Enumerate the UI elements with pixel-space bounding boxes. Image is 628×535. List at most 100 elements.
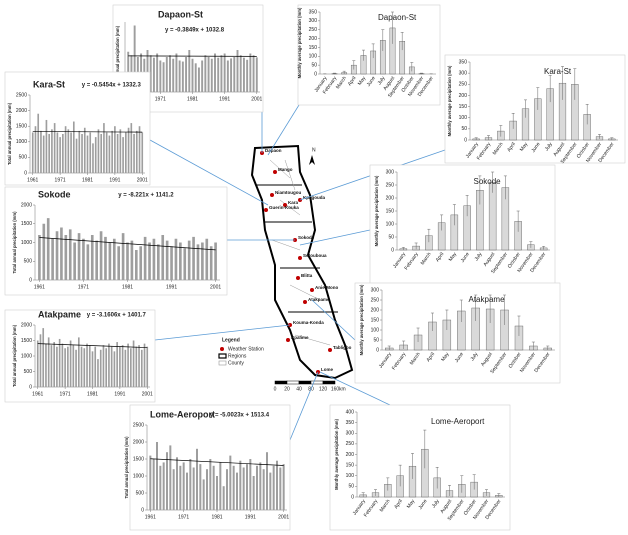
bar [130, 240, 134, 280]
station-label: Sotouboua [303, 253, 327, 258]
station-label: Guerin-Kouka [269, 205, 299, 210]
trend-equation: y = -3.1606x + 1401.7 [87, 313, 147, 319]
y-tick-label: 2000 [16, 108, 27, 114]
y-tick-label: 0 [376, 347, 379, 353]
bar [185, 57, 188, 92]
scale-segment [310, 380, 324, 385]
bar [148, 242, 151, 280]
y-tick-label: 0 [351, 494, 354, 500]
north-arrow [309, 155, 315, 165]
bar [183, 248, 187, 280]
connector [311, 299, 356, 341]
bar [233, 57, 236, 92]
bar [62, 134, 64, 173]
bar [81, 134, 83, 173]
county-boundary [279, 199, 301, 216]
bar [196, 448, 198, 510]
bar [207, 57, 210, 92]
bar [138, 345, 140, 387]
y-tick-label: 200 [309, 36, 318, 42]
bar [97, 359, 99, 387]
bar [252, 55, 255, 92]
y-tick-label: 0 [29, 384, 32, 390]
bar [94, 137, 97, 173]
x-tick-label: 1961 [32, 391, 43, 397]
x-tick-label: 1981 [187, 96, 198, 102]
bar [226, 469, 228, 510]
bar [242, 467, 245, 510]
bar [53, 123, 56, 173]
bar [169, 445, 172, 510]
y-tick-label: 300 [386, 169, 395, 175]
station-label: Niamtougou [275, 190, 301, 195]
x-tick-label: 1971 [178, 514, 189, 520]
y-tick-label: 0 [24, 170, 27, 176]
y-tick-label: 150 [371, 317, 380, 323]
bar [194, 63, 197, 92]
y-tick-label: 100 [309, 54, 318, 60]
bar [51, 238, 54, 280]
bar [262, 469, 265, 510]
y-tick-label: 200 [459, 93, 468, 99]
y-axis-label: Total annual precipitation (mm) [124, 436, 129, 499]
y-tick-label: 50 [388, 234, 394, 240]
bar [159, 465, 162, 510]
bar [64, 126, 67, 173]
bar [192, 467, 195, 510]
bar [64, 348, 66, 387]
bar [146, 50, 149, 92]
weather-station [270, 193, 274, 197]
weather-station [273, 170, 277, 174]
country-outline [250, 144, 354, 380]
county-boundary [269, 159, 291, 179]
chart-title: Dapaon-St [158, 9, 203, 19]
bar [141, 132, 144, 173]
bar [86, 244, 90, 280]
bar [90, 235, 94, 280]
bar [279, 467, 282, 510]
y-tick-label: 250 [386, 182, 395, 188]
bar [196, 244, 200, 280]
x-tick-label: 1991 [219, 96, 230, 102]
bar [99, 349, 102, 387]
bar [157, 244, 160, 280]
bar [159, 60, 162, 92]
bar [105, 348, 108, 387]
y-tick-label: 2000 [21, 202, 32, 208]
y-tick-label: 200 [346, 452, 355, 458]
bar [172, 469, 175, 510]
y-tick-label: 300 [371, 287, 380, 293]
bar [259, 462, 262, 510]
station-label: Blitta [301, 273, 313, 278]
bar [127, 127, 130, 173]
weather-station [296, 276, 300, 280]
bar [169, 55, 171, 92]
scale-label: 160 [331, 386, 340, 392]
weather-station [303, 300, 307, 304]
bar [179, 242, 182, 280]
bar [152, 57, 155, 92]
trend-line [128, 55, 257, 57]
bar [135, 130, 138, 173]
bar [102, 345, 105, 387]
bar [249, 459, 252, 510]
connector [299, 229, 371, 246]
station-label: Sokode [298, 235, 315, 240]
y-tick-label: 0 [391, 247, 394, 253]
y-tick-label: 350 [459, 59, 468, 65]
bar [77, 337, 80, 387]
x-tick-label: July [431, 498, 441, 509]
bar [31, 132, 34, 173]
chart-title: Atakpame [38, 309, 81, 319]
y-tick-label: 300 [346, 431, 355, 437]
bar [191, 58, 194, 92]
legend-label: Regions [228, 353, 247, 359]
bar [125, 132, 127, 173]
y-tick-label: 2000 [21, 322, 32, 328]
scale-label: 40 [296, 386, 302, 392]
bar [78, 130, 81, 173]
bar [189, 459, 192, 510]
bar [108, 242, 112, 280]
bar [205, 238, 209, 280]
station-label: Kpagouda [303, 195, 325, 200]
